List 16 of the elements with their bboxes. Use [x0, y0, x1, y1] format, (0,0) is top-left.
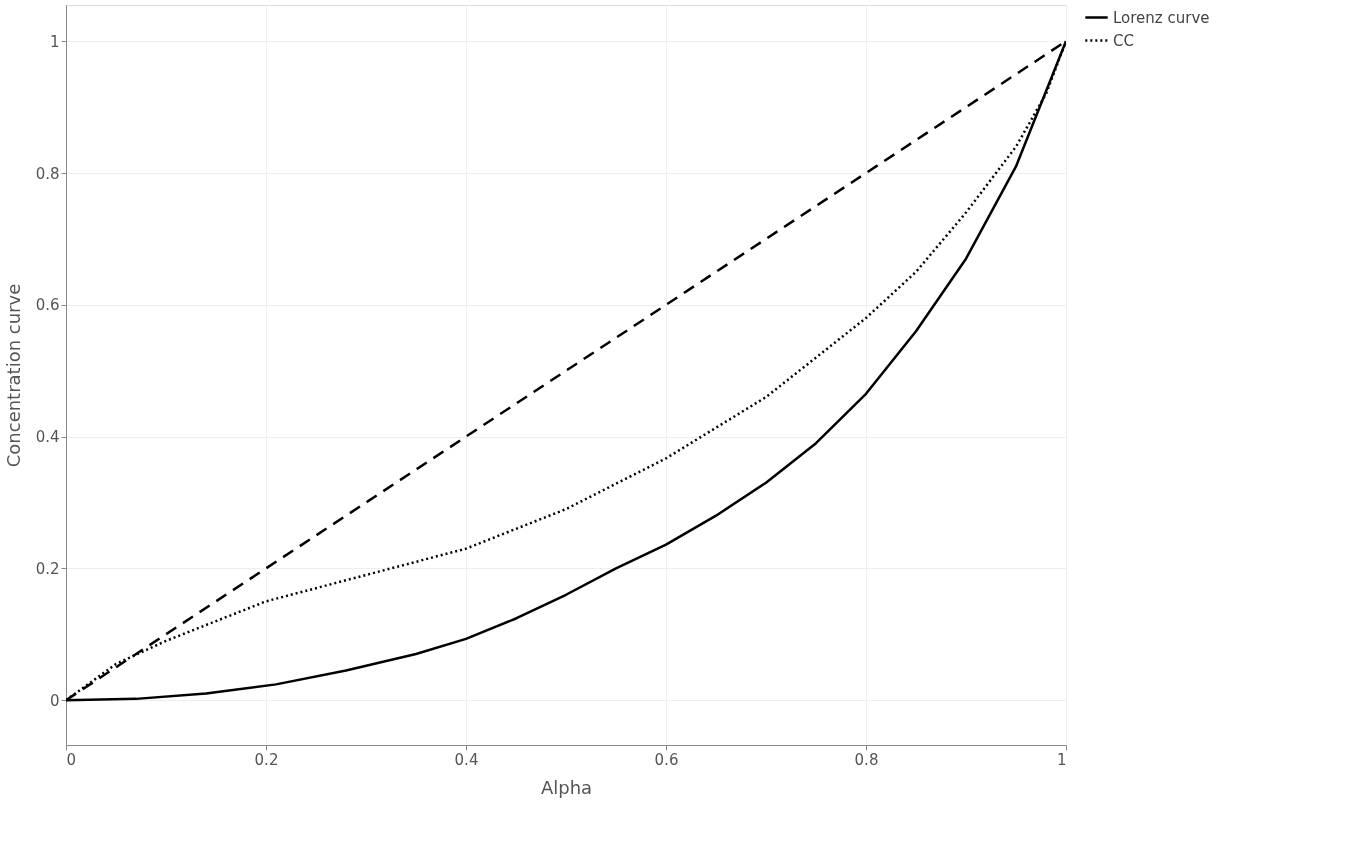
y-axis-title: Concentration curve — [2, 283, 24, 468]
x-tick-label: 1 — [1056, 750, 1067, 769]
y-tick-label: 0.4 — [35, 428, 60, 447]
x-tick-label: 0.2 — [254, 750, 279, 769]
x-tick-label: 0.6 — [654, 750, 679, 769]
y-tick-label: 0.2 — [35, 559, 60, 578]
x-tick-label: 0.8 — [854, 750, 879, 769]
legend-label: CC — [1113, 31, 1134, 50]
x-tick-label: 0 — [66, 750, 77, 769]
y-tick-label: 0.6 — [35, 296, 60, 315]
y-tick-label: 0.8 — [35, 164, 60, 183]
legend-label: Lorenz curve — [1113, 8, 1210, 27]
x-axis-title: Alpha — [540, 776, 593, 798]
y-tick-label: 1 — [49, 32, 60, 51]
x-tick-label: 0.4 — [454, 750, 479, 769]
y-tick-label: 0 — [49, 691, 60, 710]
